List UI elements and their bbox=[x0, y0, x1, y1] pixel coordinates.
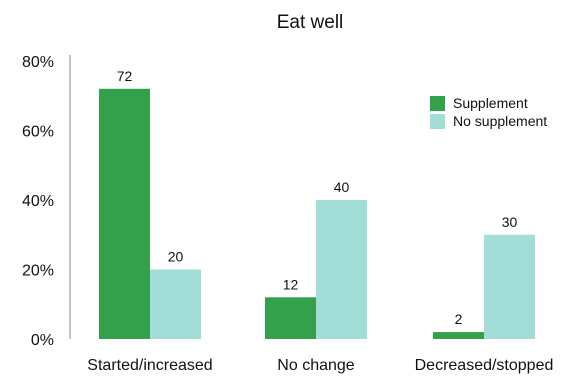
data-label: 30 bbox=[502, 214, 518, 230]
legend: Supplement No supplement bbox=[430, 95, 547, 129]
y-tick-label: 20% bbox=[22, 263, 54, 280]
bar-supplement bbox=[99, 88, 150, 339]
bar-supplement bbox=[265, 297, 316, 339]
x-category-label: Decreased/stopped bbox=[415, 357, 554, 374]
y-tick-label: 60% bbox=[22, 124, 54, 141]
data-label: 40 bbox=[334, 179, 350, 195]
chart-title: Eat well bbox=[277, 12, 344, 33]
bar-supplement bbox=[433, 332, 484, 339]
legend-swatch-no-supplement bbox=[430, 114, 445, 129]
data-label: 12 bbox=[283, 276, 299, 292]
legend-swatch-supplement bbox=[430, 96, 445, 111]
bar-no-supplement bbox=[316, 200, 367, 339]
data-label: 72 bbox=[117, 68, 133, 84]
legend-label: No supplement bbox=[453, 113, 547, 129]
bar-no-supplement bbox=[150, 269, 201, 339]
plot-area: 0% 20% 40% 60% 80% 72 20 Started/increased 12 40 N… bbox=[22, 54, 553, 374]
legend-label: Supplement bbox=[453, 95, 528, 111]
data-label: 2 bbox=[455, 311, 463, 327]
x-category-label: Started/increased bbox=[87, 357, 212, 374]
x-category-label: No change bbox=[277, 357, 354, 374]
data-label: 20 bbox=[168, 249, 184, 265]
y-tick-label: 40% bbox=[22, 193, 54, 210]
y-tick-label: 80% bbox=[22, 54, 54, 71]
y-tick-label: 0% bbox=[31, 332, 54, 349]
bar-no-supplement bbox=[484, 234, 535, 339]
